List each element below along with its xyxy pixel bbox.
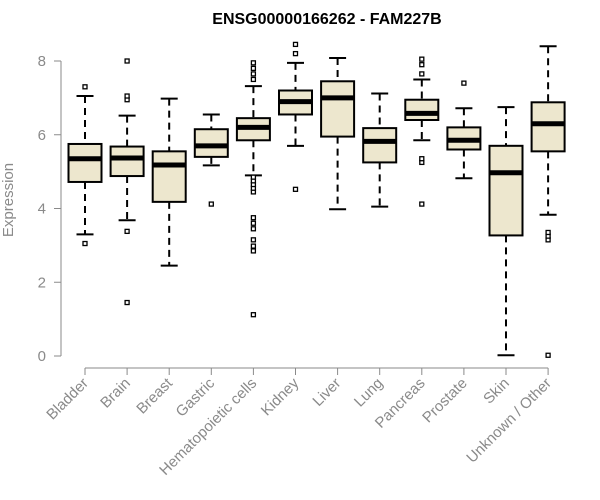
outlier-point	[124, 58, 130, 64]
outlier-point	[419, 156, 425, 162]
outlier-point	[419, 201, 425, 207]
box-bladder	[67, 142, 103, 183]
x-tick-label: Breast	[133, 374, 176, 417]
x-tick-label: Skin	[480, 375, 513, 408]
box-lung	[362, 127, 398, 164]
y-tick-label: 2	[38, 274, 46, 291]
outlier-point	[250, 174, 257, 180]
outlier-point	[461, 80, 467, 86]
y-tick-label: 0	[38, 348, 46, 365]
box-pancreas	[404, 98, 440, 121]
chart-title: ENSG00000166262 - FAM227B	[212, 11, 441, 28]
outlier-point	[250, 215, 257, 221]
outlier-point	[208, 201, 214, 207]
y-tick-label: 8	[38, 53, 46, 70]
outlier-point	[292, 41, 299, 48]
outlier-point	[124, 299, 130, 306]
outlier-point	[419, 71, 425, 77]
box-gastric	[193, 128, 229, 158]
outlier-point	[124, 93, 130, 99]
x-tick-label: Liver	[309, 375, 344, 410]
outlier-point	[250, 71, 257, 77]
outlier-point	[82, 84, 88, 90]
outlier-point	[292, 50, 299, 57]
outlier-point	[419, 56, 425, 62]
y-tick-label: 6	[38, 127, 46, 144]
x-tick-label: Bladder	[43, 375, 92, 424]
outlier-point	[250, 312, 257, 318]
box-skin	[488, 144, 524, 237]
y-axis-title: Expression	[0, 163, 17, 237]
y-tick-label: 4	[38, 201, 46, 218]
outlier-point	[82, 240, 88, 247]
box-unknown-other	[530, 101, 566, 153]
x-tick-label: Kidney	[258, 374, 303, 419]
outlier-point	[250, 237, 257, 243]
outlier-point	[250, 243, 257, 249]
outlier-point	[250, 60, 257, 66]
outlier-point	[545, 229, 551, 236]
box-breast	[151, 150, 187, 203]
x-tick-label: Lung	[351, 375, 387, 411]
outlier-point	[250, 220, 257, 226]
x-tick-label: Prostate	[419, 375, 471, 427]
outlier-point	[419, 62, 425, 68]
x-tick-label: Brain	[97, 375, 134, 412]
outlier-point	[292, 186, 299, 192]
outlier-point	[250, 248, 257, 254]
box-brain	[109, 145, 145, 178]
outlier-point	[545, 352, 551, 358]
outlier-point	[250, 65, 257, 72]
box-liver	[320, 80, 356, 138]
outlier-point	[250, 226, 257, 232]
outlier-point	[124, 228, 130, 235]
outlier-point	[250, 76, 257, 83]
